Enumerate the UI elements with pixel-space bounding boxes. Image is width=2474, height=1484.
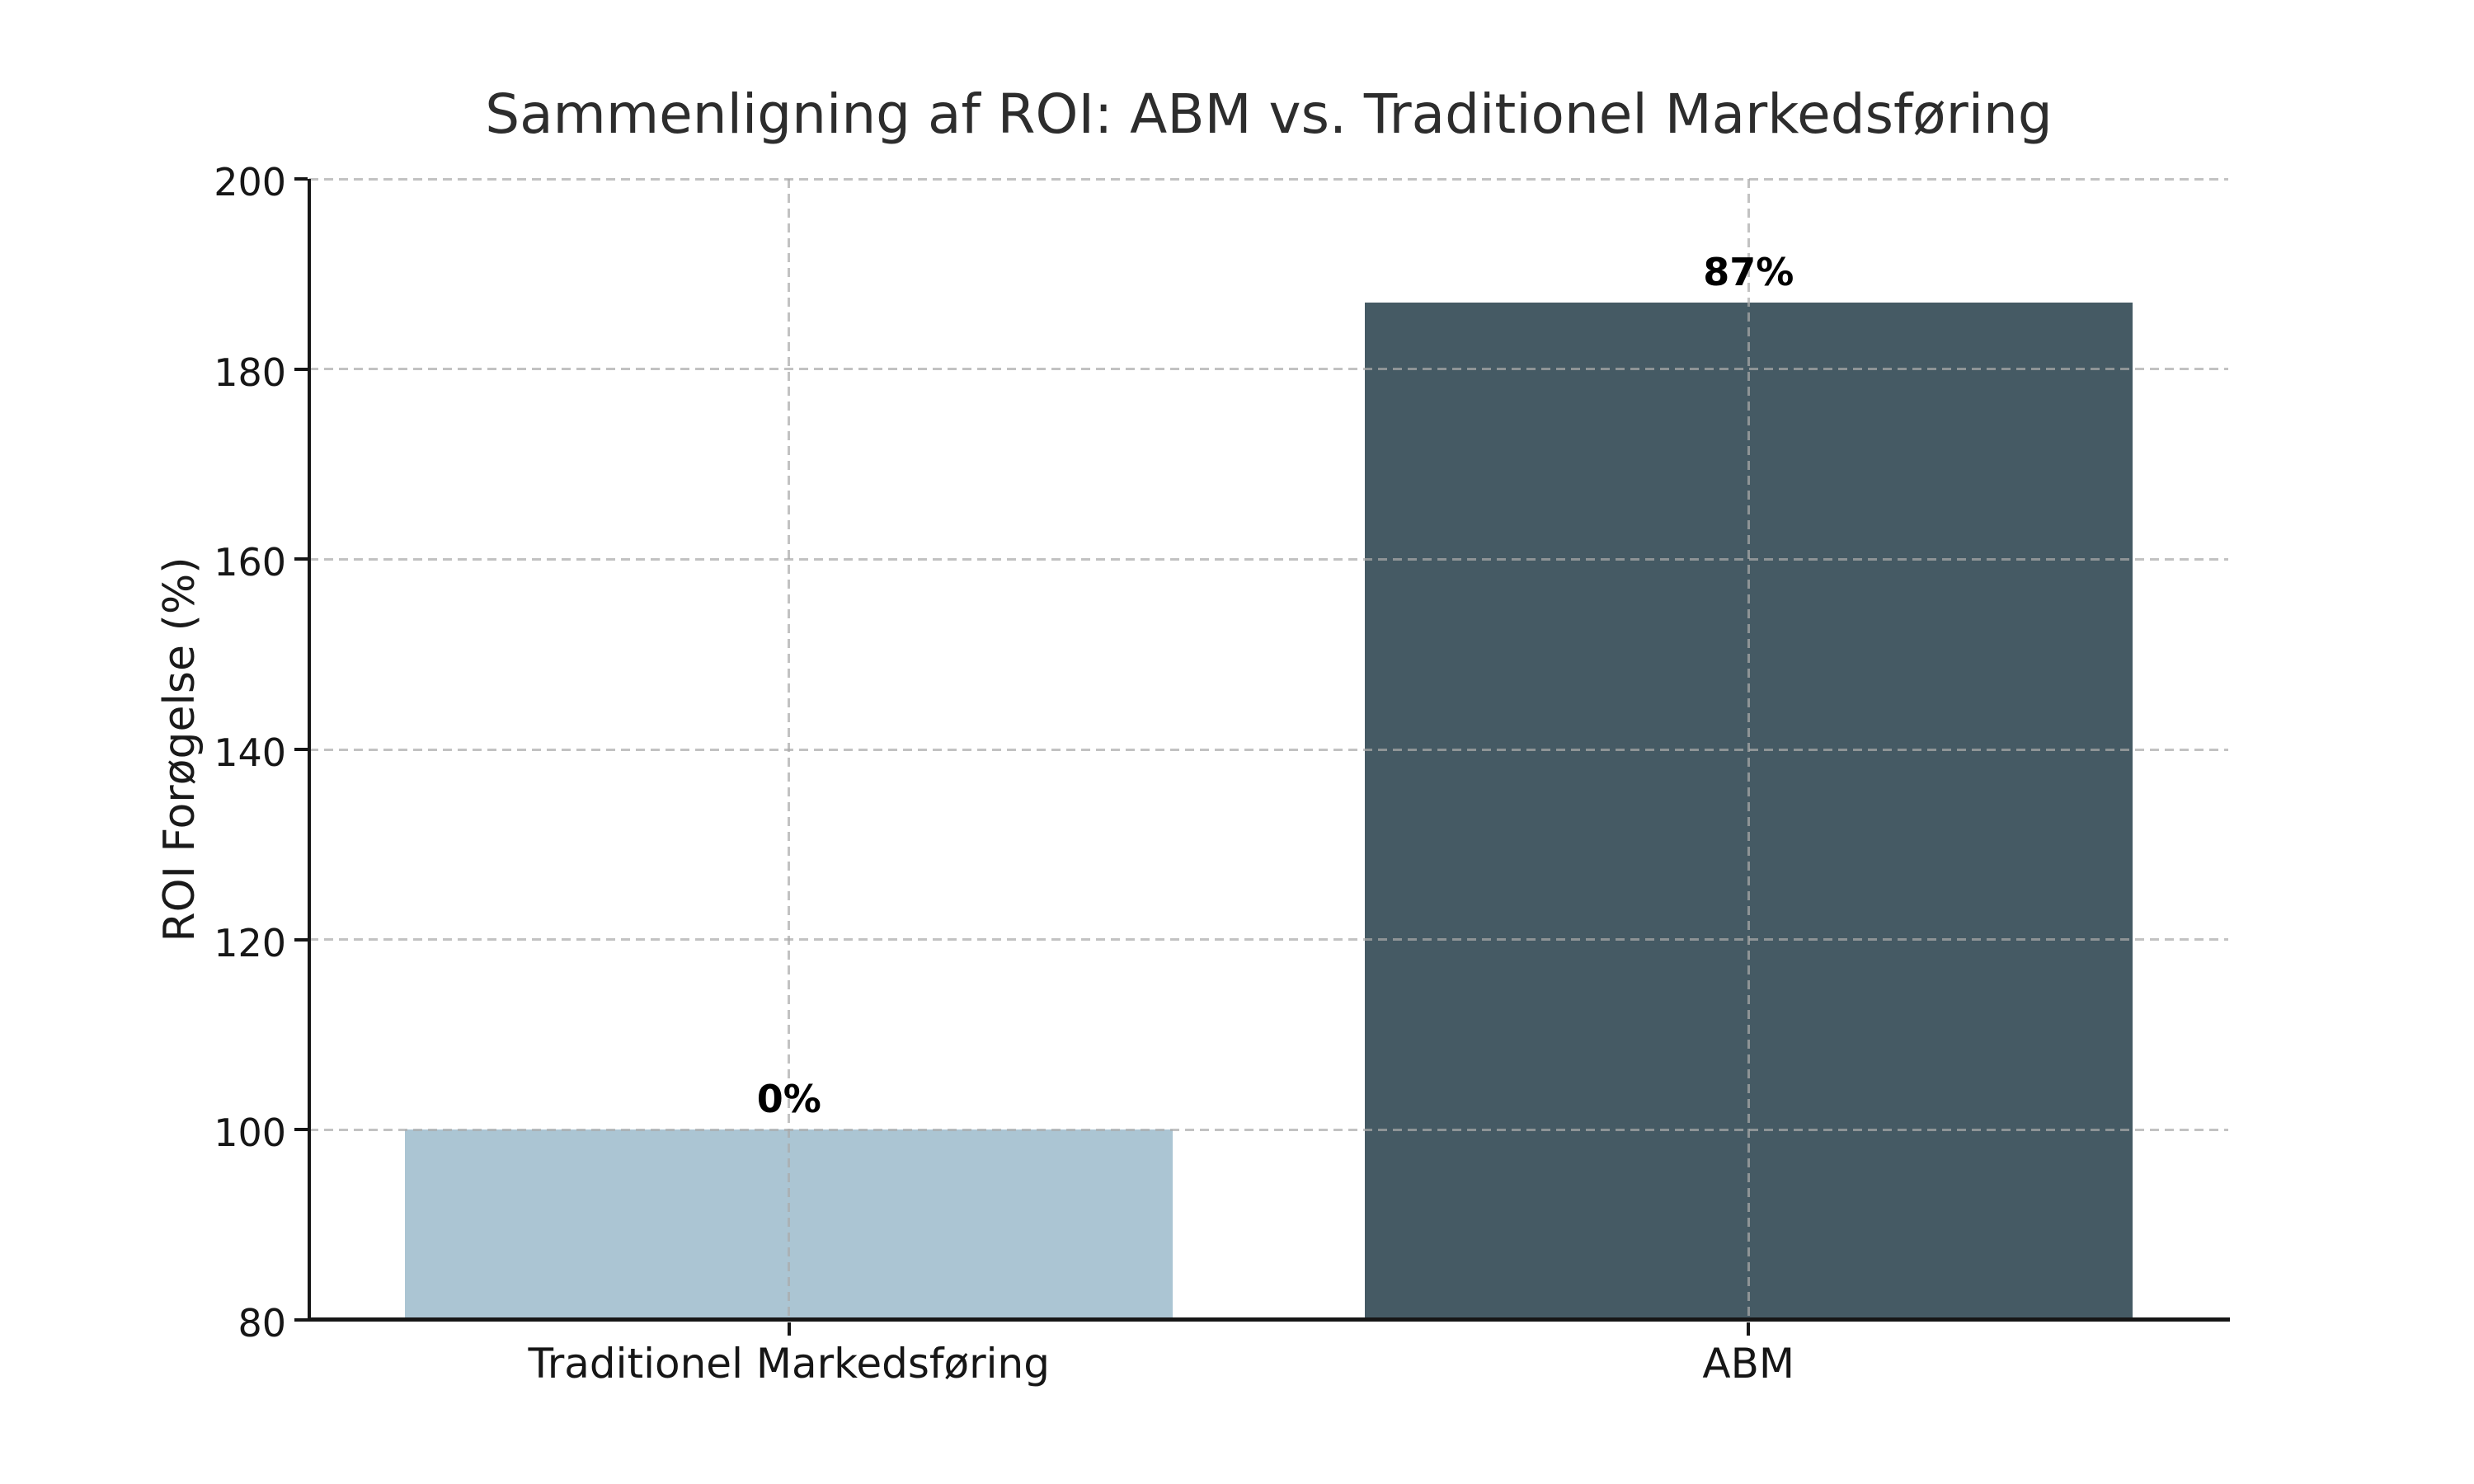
y-tick-mark bbox=[294, 1318, 308, 1322]
h-gridline bbox=[309, 938, 2228, 942]
y-tick-label: 140 bbox=[214, 730, 286, 775]
bar-value-label: 0% bbox=[756, 1077, 821, 1122]
bar-value-label: 87% bbox=[1703, 249, 1794, 294]
h-gridline bbox=[309, 557, 2228, 561]
h-gridline bbox=[309, 177, 2228, 181]
v-gridline bbox=[1747, 179, 1750, 1320]
y-tick-mark bbox=[294, 177, 308, 181]
y-tick-mark bbox=[294, 937, 308, 942]
y-tick-label: 200 bbox=[214, 160, 286, 204]
y-tick-label: 180 bbox=[214, 350, 286, 395]
x-tick-label: ABM bbox=[1702, 1340, 1795, 1388]
x-tick-mark bbox=[1747, 1322, 1751, 1336]
y-tick-label: 100 bbox=[214, 1111, 286, 1156]
y-axis-label: ROI Forøgelse (%) bbox=[155, 556, 205, 942]
y-axis-line bbox=[308, 179, 311, 1322]
h-gridline bbox=[309, 1128, 2228, 1131]
y-tick-mark bbox=[294, 367, 308, 371]
h-gridline bbox=[309, 748, 2228, 751]
y-tick-mark bbox=[294, 557, 308, 561]
y-tick-label: 80 bbox=[238, 1301, 286, 1345]
y-tick-label: 160 bbox=[214, 540, 286, 585]
x-axis-line bbox=[308, 1317, 2230, 1322]
v-gridline bbox=[788, 179, 791, 1320]
y-tick-mark bbox=[294, 1128, 308, 1132]
y-tick-label: 120 bbox=[214, 920, 286, 965]
y-tick-mark bbox=[294, 748, 308, 751]
plot-area: 80 100 120 140 160 180 200 0% Traditionel Marked… bbox=[214, 163, 2230, 1387]
h-gridline bbox=[309, 368, 2228, 371]
x-tick-label: Traditionel Markedsføring bbox=[528, 1340, 1050, 1388]
chart-title: Sammenligning af ROI: ABM vs. Traditione… bbox=[485, 82, 2053, 146]
x-tick-mark bbox=[787, 1322, 791, 1336]
